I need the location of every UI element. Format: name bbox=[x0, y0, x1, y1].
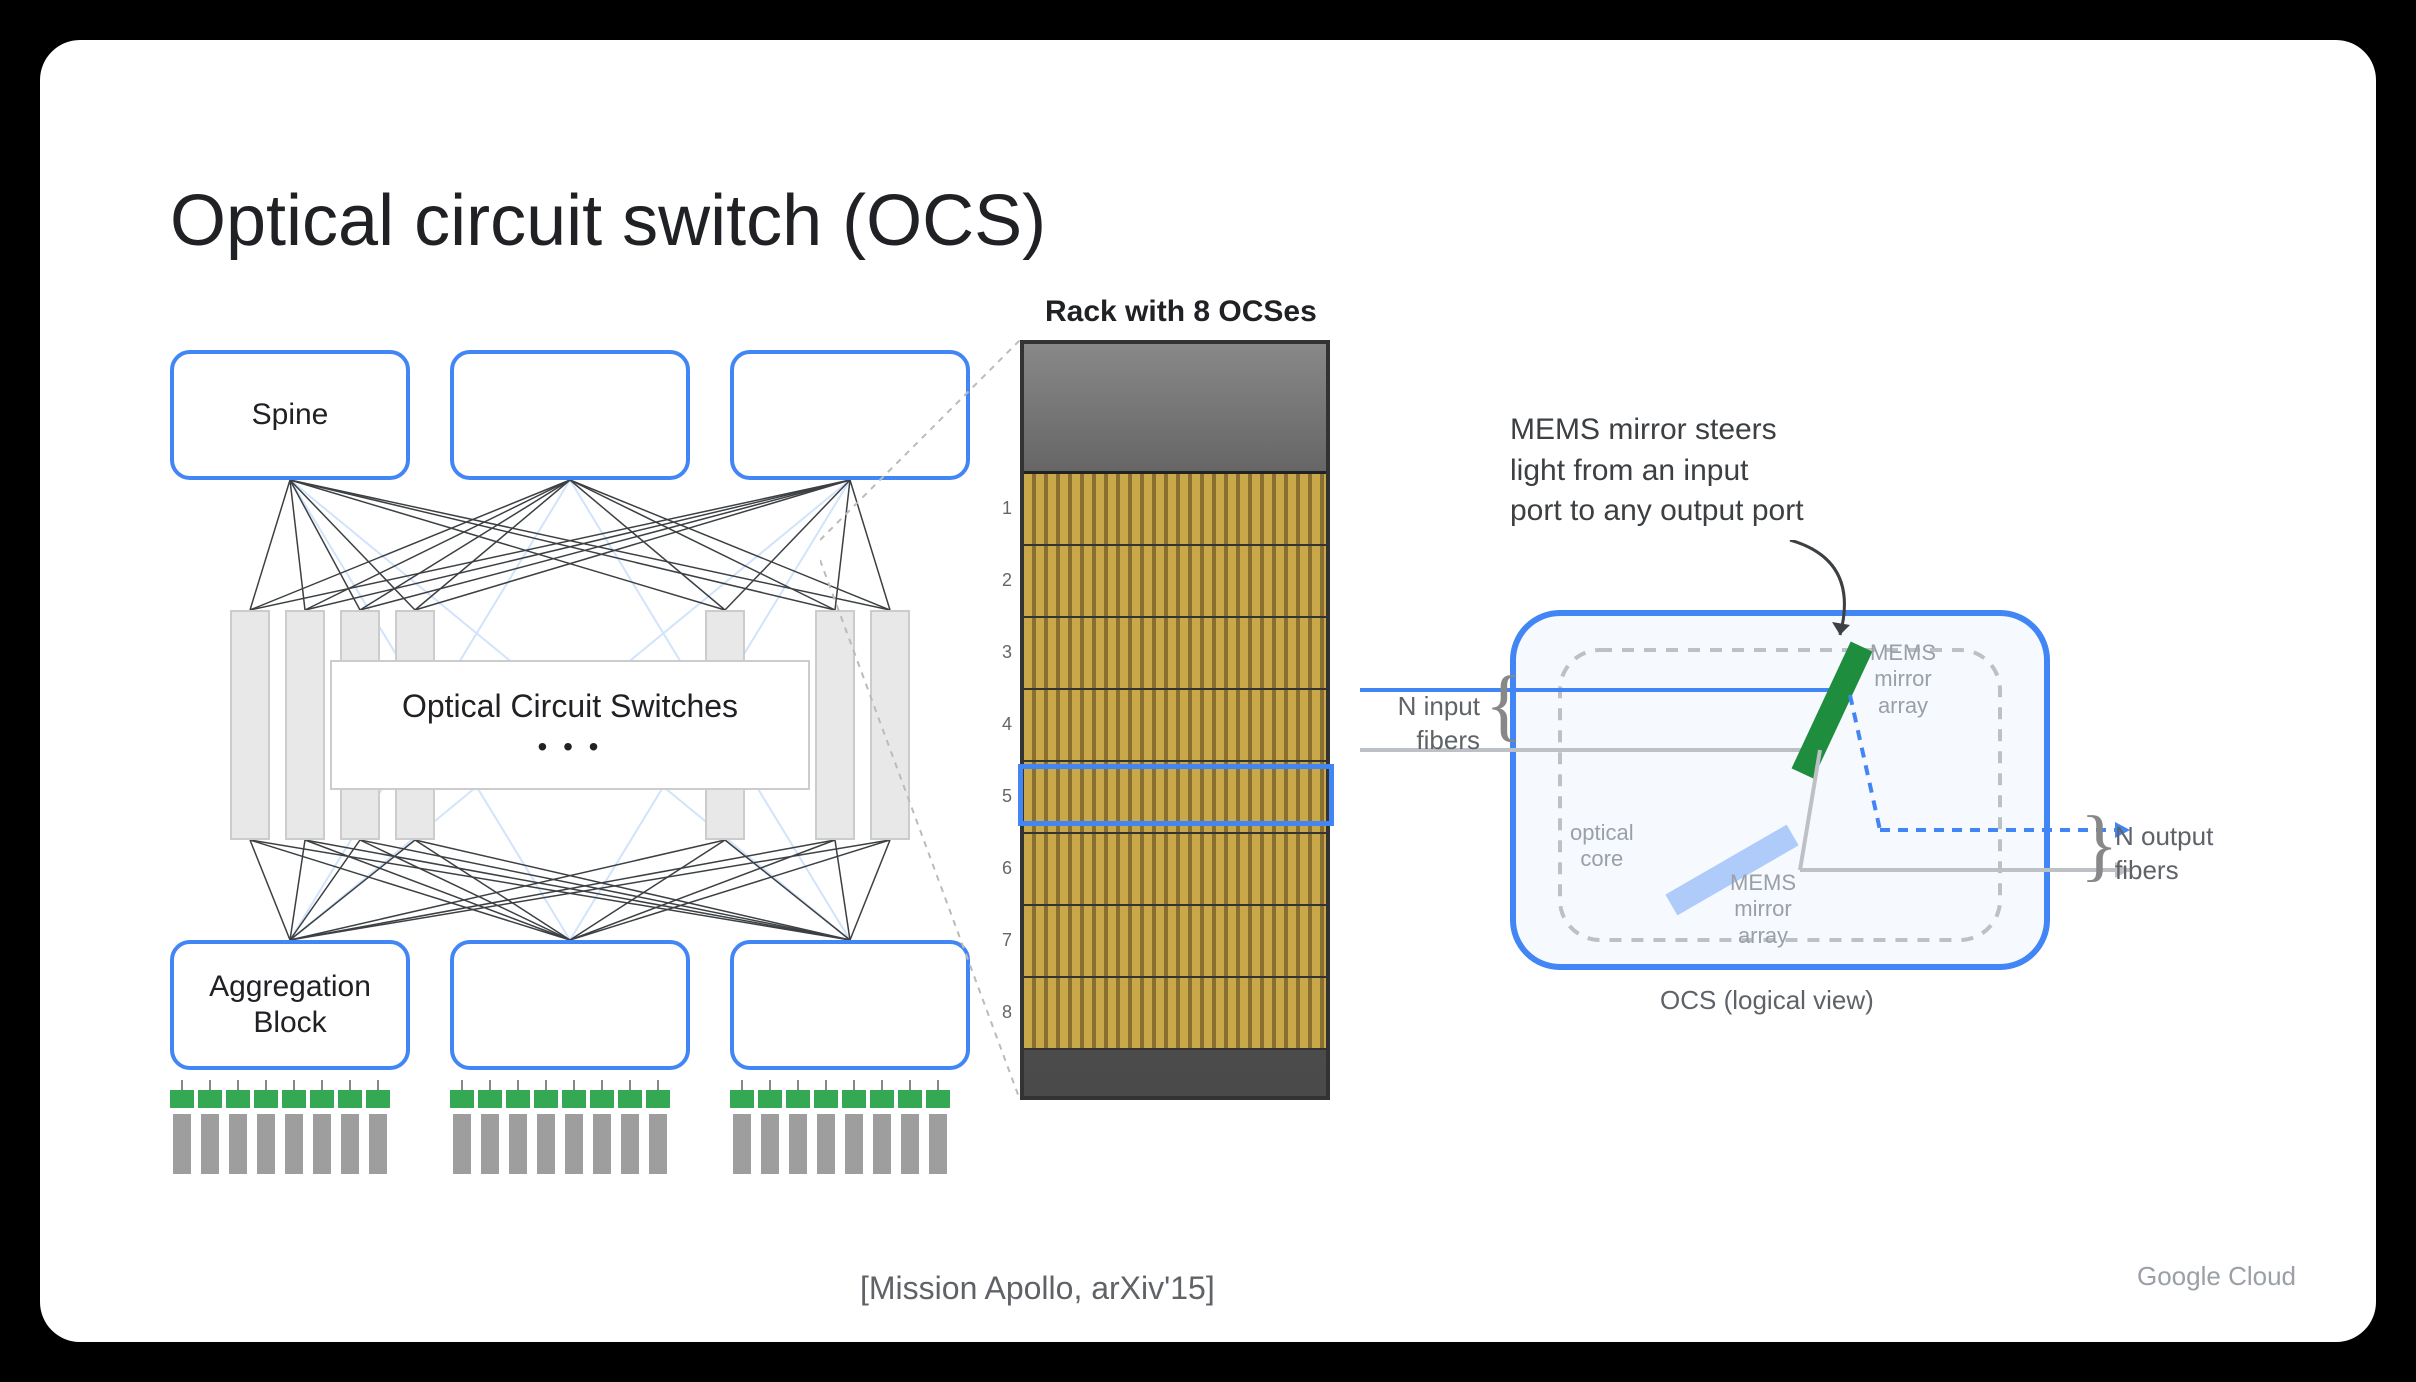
server bbox=[366, 1080, 390, 1174]
spine-box-2 bbox=[450, 350, 690, 480]
ocs-rect bbox=[285, 610, 325, 840]
optical-core-label: optical core bbox=[1570, 820, 1634, 873]
server bbox=[254, 1080, 278, 1174]
server bbox=[170, 1080, 194, 1174]
server-group-1 bbox=[170, 1080, 390, 1174]
server-group-2 bbox=[450, 1080, 670, 1174]
server bbox=[450, 1080, 474, 1174]
mems-array-label-bottom: MEMS mirror array bbox=[1730, 870, 1796, 949]
slide: Optical circuit switch (OCS) Spine bbox=[40, 40, 2376, 1342]
spine-box-1: Spine bbox=[170, 350, 410, 480]
server bbox=[226, 1080, 250, 1174]
brace-left: { bbox=[1485, 660, 1523, 751]
spine-label: Spine bbox=[252, 397, 329, 433]
google-cloud-logo: Google Cloud bbox=[2137, 1261, 2296, 1292]
rack-top bbox=[1024, 344, 1326, 474]
slide-title: Optical circuit switch (OCS) bbox=[170, 180, 1046, 262]
server bbox=[618, 1080, 642, 1174]
output-fibers-label: N output fibers bbox=[2115, 820, 2213, 888]
rack-highlight bbox=[1018, 764, 1334, 826]
rack-unit bbox=[1024, 474, 1326, 546]
server bbox=[758, 1080, 782, 1174]
server bbox=[590, 1080, 614, 1174]
ocs-logical-caption: OCS (logical view) bbox=[1660, 985, 1874, 1016]
rack-unit bbox=[1024, 690, 1326, 762]
rack-unit bbox=[1024, 834, 1326, 906]
ocs-label-box: Optical Circuit Switches • • • bbox=[330, 660, 810, 790]
server bbox=[506, 1080, 530, 1174]
agg-box-1: Aggregation Block bbox=[170, 940, 410, 1070]
mems-array-label-top: MEMS mirror array bbox=[1870, 640, 1936, 719]
mems-description: MEMS mirror steers light from an input p… bbox=[1510, 410, 1804, 532]
server bbox=[310, 1080, 334, 1174]
ocs-label: Optical Circuit Switches bbox=[402, 688, 738, 725]
rack-title: Rack with 8 OCSes bbox=[1045, 295, 1317, 329]
server bbox=[562, 1080, 586, 1174]
input-fibers-label: N input fibers bbox=[1370, 690, 1480, 758]
server bbox=[198, 1080, 222, 1174]
callout-lines bbox=[820, 340, 1040, 1100]
server bbox=[338, 1080, 362, 1174]
rack-unit bbox=[1024, 618, 1326, 690]
rack-unit bbox=[1024, 906, 1326, 978]
agg-box-2 bbox=[450, 940, 690, 1070]
rack-unit bbox=[1024, 546, 1326, 618]
server bbox=[534, 1080, 558, 1174]
ocs-dots: • • • bbox=[538, 731, 603, 763]
server bbox=[478, 1080, 502, 1174]
server bbox=[786, 1080, 810, 1174]
ocs-layer: Optical Circuit Switches • • • bbox=[230, 610, 910, 840]
server bbox=[730, 1080, 754, 1174]
rack-photo bbox=[1020, 340, 1330, 1100]
rack-unit bbox=[1024, 978, 1326, 1050]
agg-label: Aggregation Block bbox=[209, 969, 371, 1041]
server bbox=[646, 1080, 670, 1174]
server bbox=[282, 1080, 306, 1174]
brace-right: } bbox=[2080, 800, 2118, 891]
citation: [Mission Apollo, arXiv'15] bbox=[860, 1270, 1215, 1307]
ocs-rect bbox=[230, 610, 270, 840]
